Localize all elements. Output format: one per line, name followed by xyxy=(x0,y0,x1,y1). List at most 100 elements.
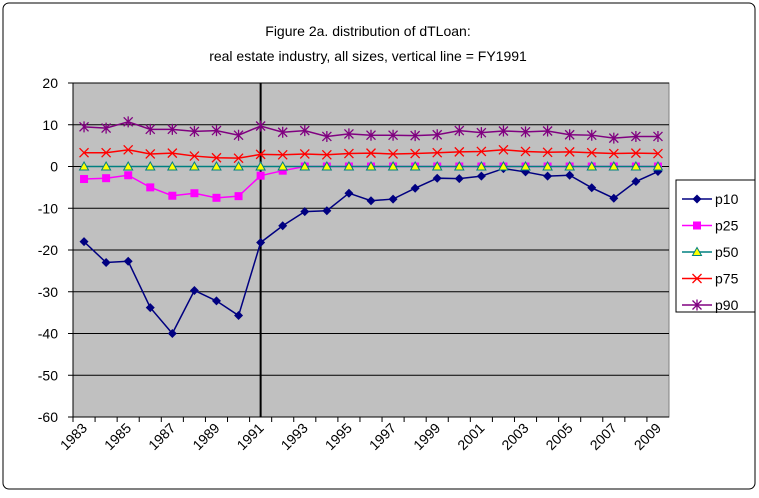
marker xyxy=(652,160,664,171)
marker xyxy=(693,221,701,230)
marker xyxy=(432,147,443,158)
marker xyxy=(630,148,641,159)
marker xyxy=(586,147,597,158)
legend-box xyxy=(675,179,756,313)
y-tick-label: 10 xyxy=(42,117,58,133)
marker xyxy=(299,160,311,171)
marker xyxy=(542,160,553,171)
legend-label: p25 xyxy=(715,218,739,234)
marker xyxy=(454,125,465,137)
marker xyxy=(211,296,221,306)
marker xyxy=(321,149,332,160)
marker xyxy=(409,160,421,171)
marker xyxy=(299,125,310,137)
marker xyxy=(387,160,399,171)
marker xyxy=(564,129,575,141)
marker xyxy=(211,160,222,171)
marker xyxy=(520,146,531,157)
marker xyxy=(432,173,442,183)
marker xyxy=(80,175,89,184)
marker xyxy=(586,129,597,141)
marker xyxy=(123,144,134,155)
marker xyxy=(692,194,702,204)
marker xyxy=(234,192,243,201)
marker xyxy=(498,125,509,137)
marker xyxy=(123,256,133,266)
marker xyxy=(233,129,244,141)
marker xyxy=(410,130,421,142)
marker xyxy=(168,191,177,200)
marker xyxy=(167,148,178,159)
marker xyxy=(322,206,332,216)
marker xyxy=(145,149,156,159)
marker xyxy=(256,237,266,247)
marker xyxy=(211,152,222,163)
y-tick-label: 20 xyxy=(42,75,58,91)
marker xyxy=(564,160,576,171)
marker xyxy=(498,144,509,155)
y-tick-label: -60 xyxy=(38,409,58,425)
marker xyxy=(520,160,531,171)
marker xyxy=(190,189,199,198)
marker xyxy=(476,160,487,171)
marker xyxy=(255,160,266,171)
legend-label: p90 xyxy=(715,297,739,313)
legend-label: p75 xyxy=(715,271,739,287)
marker xyxy=(233,153,244,164)
marker xyxy=(255,120,266,132)
legend-label: p50 xyxy=(715,244,739,260)
marker xyxy=(410,183,420,193)
marker xyxy=(543,171,553,181)
marker xyxy=(366,129,376,141)
y-tick-label: -20 xyxy=(38,242,58,258)
marker xyxy=(476,171,486,181)
marker xyxy=(365,160,377,171)
marker xyxy=(145,123,156,135)
marker xyxy=(453,160,465,171)
marker xyxy=(167,123,178,135)
marker xyxy=(79,237,89,247)
chart-title: real estate industry, all sizes, vertica… xyxy=(209,48,527,64)
marker xyxy=(166,160,178,171)
marker xyxy=(300,207,310,217)
marker xyxy=(344,188,354,198)
marker xyxy=(79,121,89,133)
y-tick-label: -30 xyxy=(38,284,58,300)
marker xyxy=(122,160,134,171)
marker xyxy=(233,160,244,171)
marker xyxy=(565,170,575,180)
marker xyxy=(653,148,663,159)
marker xyxy=(146,183,155,192)
marker xyxy=(167,329,177,338)
marker xyxy=(101,258,111,268)
marker xyxy=(278,221,288,231)
marker xyxy=(564,146,575,157)
marker xyxy=(123,116,134,128)
marker xyxy=(454,146,465,157)
marker xyxy=(630,160,642,171)
marker xyxy=(498,160,509,171)
marker xyxy=(212,193,221,202)
y-tick-label: 0 xyxy=(50,159,58,175)
marker xyxy=(609,193,619,203)
marker xyxy=(343,128,354,140)
marker xyxy=(144,160,156,171)
marker xyxy=(608,160,620,171)
marker xyxy=(189,285,199,295)
marker xyxy=(631,177,641,187)
marker xyxy=(234,311,244,321)
marker xyxy=(189,160,200,171)
marker xyxy=(145,303,155,313)
marker xyxy=(587,183,597,193)
marker xyxy=(299,149,310,159)
legend-label: p10 xyxy=(715,191,739,207)
marker xyxy=(189,125,200,137)
marker xyxy=(586,160,598,171)
marker xyxy=(431,160,443,171)
marker xyxy=(343,160,355,171)
marker xyxy=(454,174,464,184)
marker xyxy=(101,122,112,134)
marker xyxy=(542,125,553,137)
marker xyxy=(278,166,287,175)
